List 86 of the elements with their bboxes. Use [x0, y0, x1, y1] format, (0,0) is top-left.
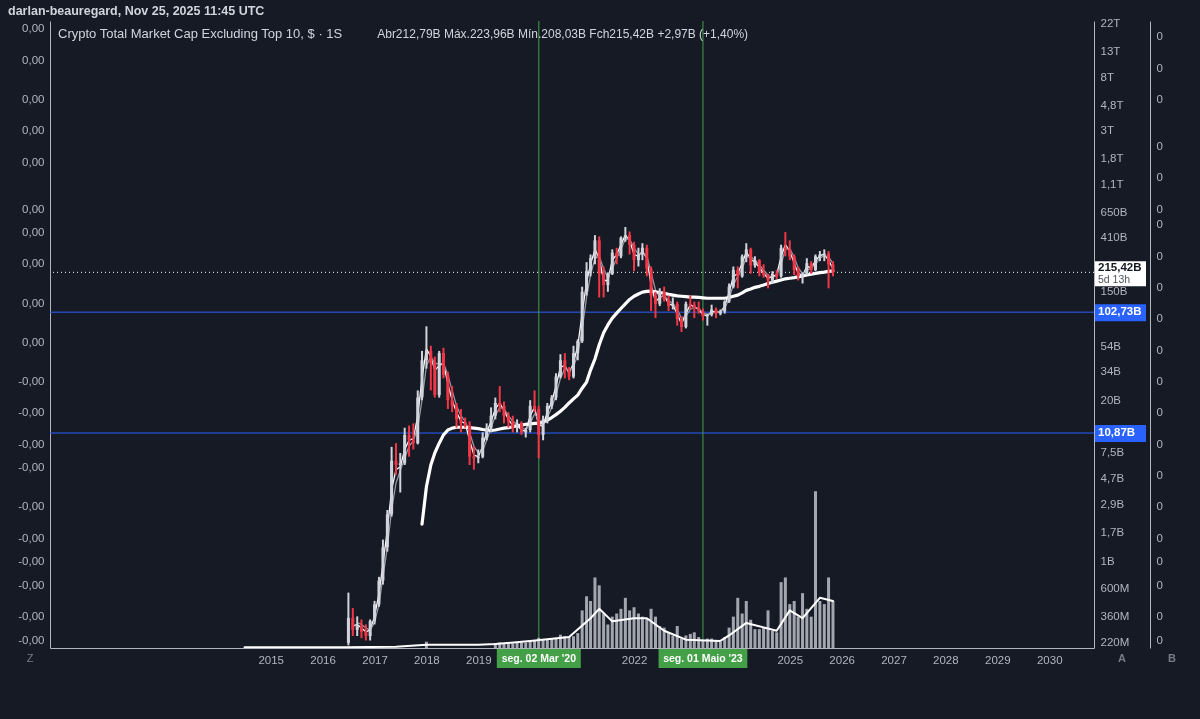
- x-tick-label: 2017: [362, 653, 388, 666]
- y-tick-label: 3T: [1100, 124, 1114, 137]
- y2-tick-label: 0,00: [22, 335, 45, 348]
- x-tick-label: 2022: [621, 653, 648, 666]
- y3-tick-label: 0: [1156, 61, 1163, 74]
- y2-tick-label: -0,00: [18, 437, 45, 450]
- y-tick-label: 1,7B: [1100, 526, 1125, 539]
- y2-tick-label: -0,00: [18, 633, 45, 646]
- y-tick-label: 600M: [1100, 582, 1130, 595]
- y3-tick-label: 0: [1156, 92, 1163, 105]
- y2-tick-label: 0,00: [22, 92, 45, 105]
- x-tick-label: 2018: [414, 653, 440, 666]
- y3-tick-label: 0: [1156, 437, 1163, 450]
- y3-tick-label: 0: [1156, 375, 1163, 388]
- y-tick-label: 8T: [1100, 71, 1114, 84]
- y-tick-label: 34B: [1100, 365, 1122, 378]
- y2-tick-label: 0,00: [22, 124, 45, 137]
- y3-tick-label: 0: [1156, 30, 1163, 43]
- y3-tick-label: 0: [1156, 280, 1163, 293]
- y-tick-label: 150B: [1100, 285, 1128, 298]
- y3-tick-label: 0: [1156, 202, 1163, 215]
- y-tick-label: 360M: [1100, 609, 1130, 622]
- y3-tick-label: 0: [1156, 249, 1163, 262]
- y2-tick-label: -0,00: [18, 461, 45, 474]
- y3-tick-label: 0: [1156, 531, 1163, 544]
- text: B: [1168, 652, 1177, 664]
- x-tick-label: 2028: [933, 653, 959, 666]
- y-tick-label: 22T: [1100, 16, 1121, 29]
- y2-tick-label: -0,00: [18, 500, 45, 513]
- y2-tick-label: -0,00: [18, 375, 45, 388]
- text: A: [1118, 652, 1127, 664]
- y3-tick-label: 0: [1156, 312, 1163, 325]
- y-tick-label: 4,8T: [1100, 98, 1124, 111]
- y-tick-label: 54B: [1100, 340, 1122, 353]
- y2-tick-label: -0,00: [18, 578, 45, 591]
- y3-tick-label: 0: [1156, 578, 1163, 591]
- ref-line-label: seg. 01 Maio '23: [663, 652, 743, 664]
- y2-tick-label: -0,00: [18, 406, 45, 419]
- y-tick-label: 220M: [1100, 636, 1130, 649]
- text: darlan-beauregard, Nov 25, 2025 11:45 UTC: [8, 4, 265, 18]
- y2-tick-label: 0,00: [22, 155, 45, 168]
- y3-tick-label: 0: [1156, 343, 1163, 356]
- y-tick-label: 4,7B: [1100, 471, 1125, 484]
- x-tick-label: 2016: [310, 653, 336, 666]
- x-tick-label: 2015: [258, 653, 284, 666]
- y-tick-label: 7,5B: [1100, 446, 1125, 459]
- y2-tick-label: -0,00: [18, 555, 45, 568]
- x-tick-label: 2025: [777, 653, 804, 666]
- text: Z: [26, 652, 34, 664]
- y3-tick-label: 0: [1156, 171, 1163, 184]
- y2-tick-label: 0,00: [22, 257, 45, 270]
- y-tick-label: 1B: [1100, 554, 1115, 567]
- x-tick-label: 2019: [465, 653, 492, 666]
- y-tick-label: 410B: [1100, 231, 1128, 244]
- y3-tick-label: 0: [1156, 406, 1163, 419]
- x-tick-label: 2026: [829, 653, 855, 666]
- y2-tick-label: 0,00: [22, 226, 45, 239]
- y2-tick-label: -0,00: [18, 531, 45, 544]
- ref-line-label: 102,73B: [1098, 305, 1142, 318]
- y3-tick-label: 0: [1156, 218, 1163, 231]
- y-tick-label: 13T: [1100, 45, 1121, 58]
- text: 5d 13h: [1098, 273, 1131, 286]
- y2-tick-label: 0,00: [22, 53, 45, 66]
- y3-tick-label: 0: [1156, 469, 1163, 482]
- y-tick-label: 1,8T: [1100, 151, 1124, 164]
- y2-tick-label: -0,00: [18, 610, 45, 623]
- x-tick-label: 2030: [1036, 653, 1063, 666]
- text: Abr212,79B Máx.223,96B Mín.208,03B Fch215,42B +2,97B (+1,40%): [377, 27, 749, 41]
- y3-tick-label: 0: [1156, 610, 1163, 623]
- y3-tick-label: 0: [1156, 633, 1163, 646]
- y3-tick-label: 0: [1156, 139, 1163, 152]
- x-tick-label: 2029: [985, 653, 1011, 666]
- y2-tick-label: 0,00: [22, 22, 45, 35]
- y-tick-label: 2,9B: [1100, 497, 1125, 510]
- ref-line-label: seg. 02 Mar '20: [501, 652, 577, 664]
- y-tick-label: 1,1T: [1100, 178, 1124, 191]
- y-tick-label: 20B: [1100, 393, 1122, 406]
- y2-tick-label: 0,00: [22, 202, 45, 215]
- y-tick-label: 650B: [1100, 206, 1128, 219]
- y2-tick-label: 0,00: [22, 296, 45, 309]
- ref-line-label: 10,87B: [1098, 426, 1136, 439]
- chart-title: Crypto Total Market Cap Excluding Top 10, $ · 1S: [58, 26, 343, 41]
- ref-line-label: 215,42B: [1098, 261, 1142, 274]
- y3-tick-label: 0: [1156, 500, 1163, 513]
- y3-tick-label: 0: [1156, 555, 1163, 568]
- x-tick-label: 2027: [881, 653, 907, 666]
